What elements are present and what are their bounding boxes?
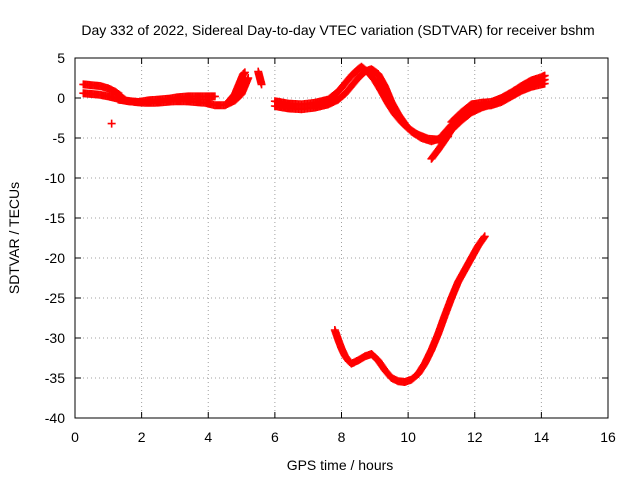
x-tick-label: 6 (271, 429, 279, 445)
x-tick-label: 8 (338, 429, 346, 445)
data-points (79, 62, 549, 386)
data-point (480, 232, 489, 241)
series-arc-k (330, 232, 489, 386)
data-point (107, 119, 116, 128)
series-arc-c (114, 92, 219, 106)
y-tick-label: -10 (45, 170, 65, 186)
data-point (540, 71, 549, 80)
data-point (240, 68, 249, 77)
x-tick-label: 4 (204, 429, 212, 445)
grid-lines (75, 58, 608, 418)
chart-title: Day 332 of 2022, Sidereal Day-to-day VTE… (81, 22, 594, 38)
x-axis-label: GPS time / hours (287, 457, 394, 473)
series-arc-g (270, 65, 446, 146)
y-tick-label: 0 (57, 90, 65, 106)
data-point (540, 79, 549, 88)
series-arc-a (79, 80, 126, 101)
axis-ticks: 0 2 4 6 8 10 12 14 16 5 0 -5 -10 -15 -20 -25 -30 -35 -40 (45, 50, 616, 445)
series-arc-d (224, 68, 249, 106)
y-tick-label: -20 (45, 250, 65, 266)
data-point (210, 92, 219, 101)
data-point (257, 80, 266, 89)
x-tick-label: 16 (600, 429, 616, 445)
data-point (479, 233, 488, 242)
x-tick-label: 14 (534, 429, 550, 445)
x-tick-label: 12 (467, 429, 483, 445)
x-tick-label: 10 (400, 429, 416, 445)
x-tick-label: 0 (71, 429, 79, 445)
y-tick-label: -25 (45, 290, 65, 306)
y-tick-label: -40 (45, 410, 65, 426)
y-tick-label: 5 (57, 50, 65, 66)
y-tick-label: -5 (53, 130, 66, 146)
y-tick-label: -35 (45, 370, 65, 386)
y-tick-label: -15 (45, 210, 65, 226)
x-tick-label: 2 (138, 429, 146, 445)
series-arc-j (447, 71, 549, 126)
y-tick-label: -30 (45, 330, 65, 346)
y-axis-label: SDTVAR / TECUs (6, 182, 22, 294)
series-outlier (107, 119, 116, 128)
series-arc-e (254, 67, 266, 89)
series-arc-f (270, 62, 453, 144)
